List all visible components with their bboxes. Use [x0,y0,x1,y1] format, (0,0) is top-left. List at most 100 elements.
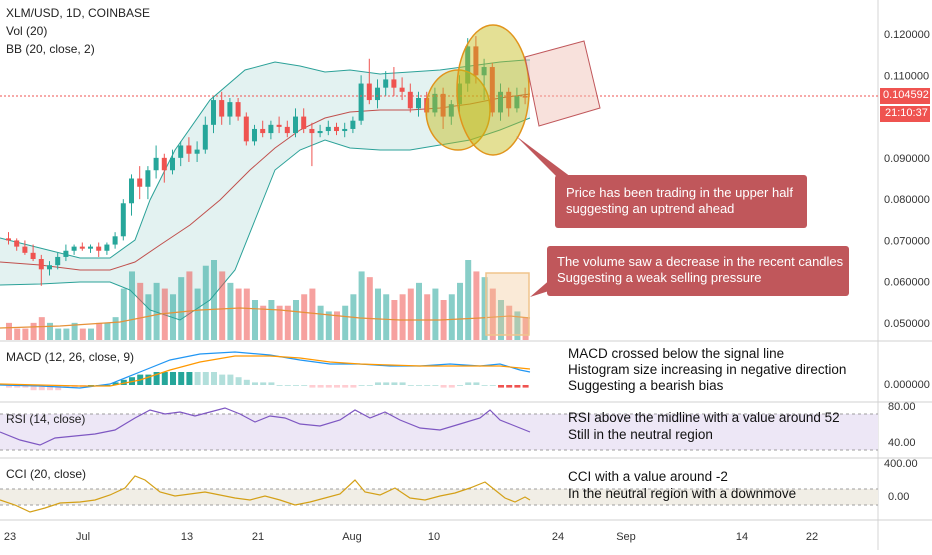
cci-note-1: CCI with a value around -2 [568,469,728,484]
volume-bar [71,322,78,340]
candle-body [79,246,85,249]
highlight-ellipse-right [456,24,530,156]
price-callout-line-1: Price has been trading in the upper half [566,185,793,200]
time-tick-label: 21 [252,531,264,543]
candle-body [47,265,52,270]
macd-bar [284,385,291,386]
time-tick-label: 14 [736,531,748,543]
price-tick-label: 0.050000 [884,318,930,330]
volume-bar [358,271,365,340]
candle-body [465,46,471,84]
volume-callout-box [547,246,849,296]
volume-bar [473,271,480,340]
macd-bar [407,385,414,386]
macd-note-2: Histogram size increasing in negative di… [568,362,847,377]
volume-bar [317,305,324,340]
volume-bar [202,265,209,340]
candle-body [432,93,438,113]
macd-bar [186,372,193,385]
volume-bar [96,322,103,340]
volume-bar [219,271,226,340]
candle-body [350,120,356,129]
macd-label: MACD (12, 26, close, 9) [6,350,135,364]
volume-bar [145,294,152,340]
macd-bar [252,382,258,385]
price-tick-label: 0.080000 [884,194,930,206]
volume-bar [170,294,176,340]
candle-body [227,102,233,117]
cci-tick-400: 400.00 [884,458,918,470]
candle-body [235,102,241,117]
price-tick-label: 0.060000 [884,277,930,289]
volume-bar [227,282,234,340]
volume-bar [448,294,455,340]
candle-body [55,256,61,266]
macd-bar [399,382,406,385]
time-tick-label: 10 [428,531,440,543]
macd-bar [30,385,37,391]
candle-body [375,87,380,101]
candle-body [325,126,331,132]
volume-bar [383,294,390,340]
rsi-tick-80: 80.00 [888,401,916,413]
candle-body [96,246,102,251]
macd-bar [424,385,431,386]
volume-bar [325,311,332,340]
volume-bar [522,317,529,340]
candle-body [399,87,405,92]
macd-bar [243,379,250,385]
macd-bar [358,385,365,386]
candle-body [407,91,413,109]
rsi-label: RSI (14, close) [6,412,86,426]
candle-body [489,67,495,113]
volume-bar [55,328,62,340]
rsi-tick-40: 40.00 [888,437,916,449]
cci-band [0,489,878,505]
macd-bar [120,379,127,385]
candle-body [30,252,36,260]
macd-bar [14,385,21,388]
macd-bar [22,385,29,388]
volume-bar [432,288,439,340]
volume-highlight-box [485,272,530,336]
macd-note-1: MACD crossed below the signal line [568,346,785,361]
candle-body [448,104,454,117]
volume-bar [309,288,316,340]
time-tick-label: 22 [806,531,818,543]
volume-bar [489,288,496,340]
bb-basis [0,93,531,271]
macd-bar [178,372,185,385]
macd-bar [268,382,275,385]
macd-bar [440,385,447,388]
countdown-tag [880,106,930,122]
rsi-note-2: Still in the neutral region [568,427,713,442]
macd-bar [416,385,422,386]
bb-fill [0,60,530,320]
current-price-tag [880,88,930,104]
volume-bar [47,322,53,340]
macd-bar [309,385,316,388]
price-tick-label: 0.120000 [884,29,930,41]
volume-label: Vol (20) [6,24,48,38]
candle-body [317,131,323,134]
candle-body [170,157,175,171]
cci-note-2: In the neutral region with a downmove [568,486,797,501]
candle-body [88,246,93,249]
macd-bar [465,382,472,385]
volume-bar [260,305,267,340]
macd-bar [350,385,357,388]
candle-body [153,157,159,171]
volume-bar [457,282,463,340]
macd-bar [506,385,513,388]
candle-body [211,100,216,125]
candle-body [301,116,307,129]
volume-bar [407,288,414,340]
candle-body [506,91,512,109]
candle-body [473,46,479,76]
time-tick-label: Aug [342,531,362,543]
candle-body [293,116,298,134]
volume-bar [211,260,217,340]
volume-bar [88,328,94,340]
candle-body [38,259,44,270]
candle-body [161,157,167,171]
